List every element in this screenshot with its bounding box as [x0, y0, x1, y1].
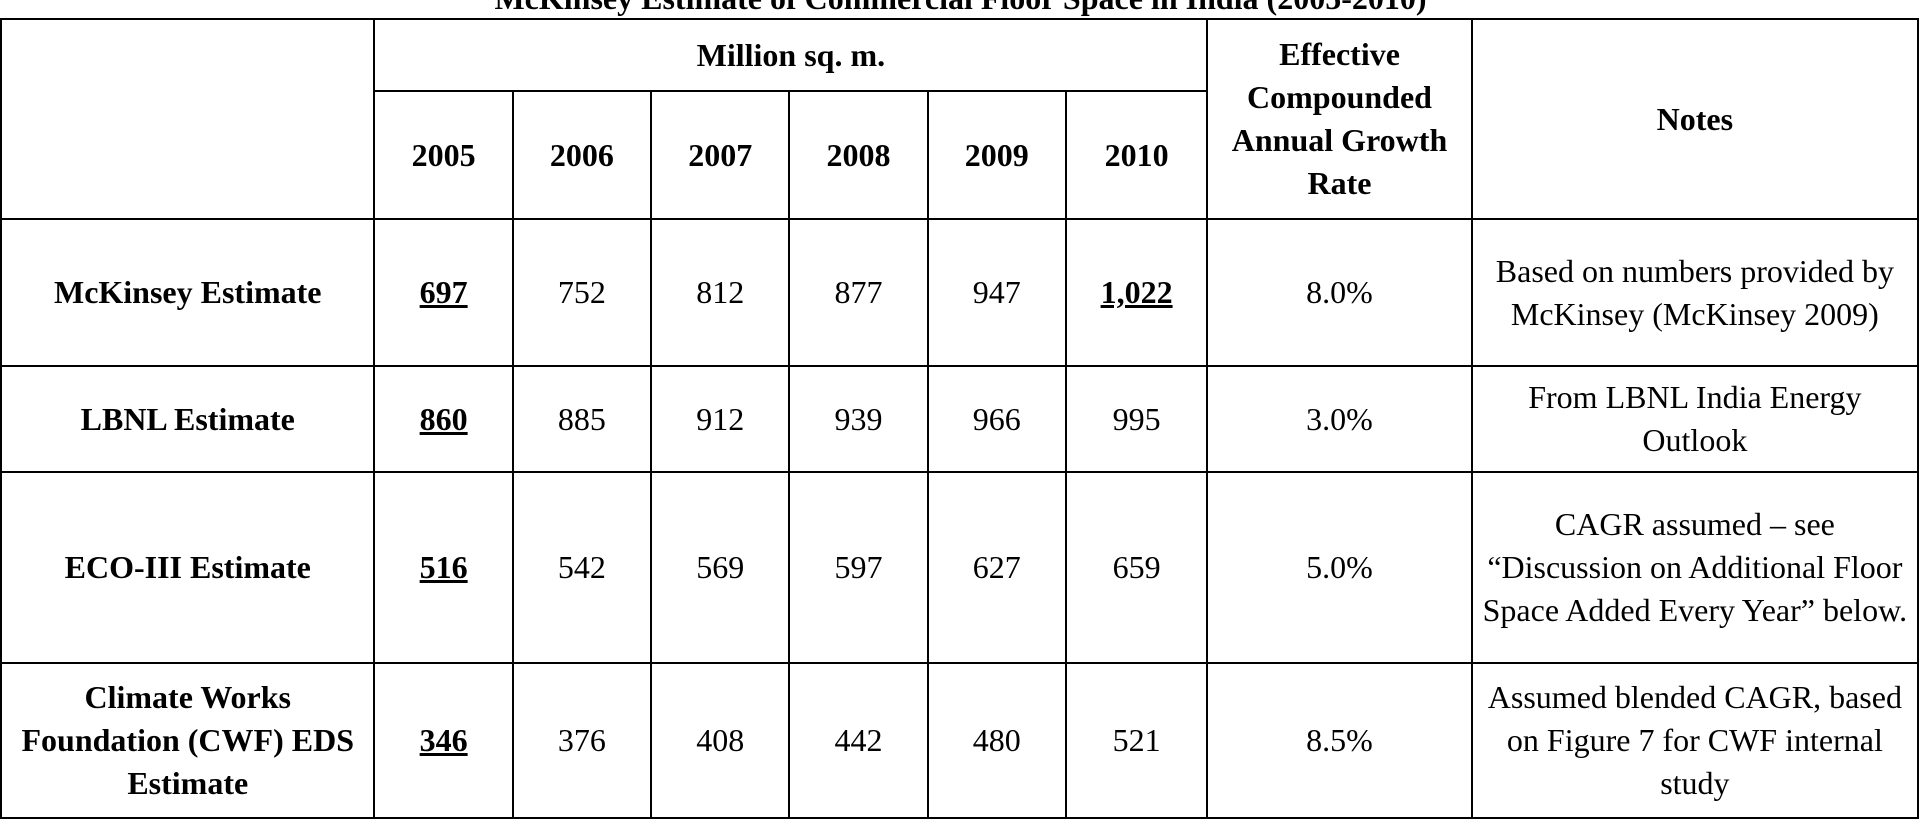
notes-cell: Based on numbers provided by McKinsey (M…	[1470, 218, 1920, 367]
value-cell: 569	[650, 471, 791, 664]
million-sqm-header: Million sq. m.	[373, 18, 1209, 92]
value-cell: 346	[373, 662, 514, 819]
table-row-eco-iii: ECO-III Estimate 516 542 569 597 627 659…	[0, 471, 1920, 664]
notes-header: Notes	[1470, 18, 1920, 220]
notes-cell: Assumed blended CAGR, based on Figure 7 …	[1470, 662, 1920, 819]
value-cell: 939	[788, 365, 929, 473]
value-cell: 516	[373, 471, 514, 664]
notes-cell: From LBNL India Energy Outlook	[1470, 365, 1920, 473]
year-header-2010: 2010	[1064, 90, 1209, 220]
year-header-2006: 2006	[511, 90, 653, 220]
value-cell: 966	[926, 365, 1067, 473]
value-cell: 697	[373, 218, 514, 367]
cagr-cell: 8.0%	[1206, 218, 1473, 367]
notes-cell: CAGR assumed – see “Discussion on Additi…	[1470, 471, 1920, 664]
row-label: LBNL Estimate	[0, 365, 376, 473]
value-cell: 1,022	[1064, 218, 1209, 367]
value-cell: 480	[926, 662, 1067, 819]
value-cell: 812	[650, 218, 791, 367]
header-row-years: 2005 2006 2007 2008 2009 2010	[1, 90, 1918, 220]
table-row-mckinsey: McKinsey Estimate 697 752 812 877 947 1,…	[0, 218, 1920, 367]
value-cell: 542	[511, 471, 653, 664]
table-title: McKinsey Estimate of Commercial Floor Sp…	[0, 0, 1921, 18]
header-row-top: Million sq. m. Effective Compounded Annu…	[0, 18, 1920, 220]
cagr-cell: 3.0%	[1206, 365, 1473, 473]
value-cell: 912	[650, 365, 791, 473]
value-cell: 885	[511, 365, 653, 473]
value-cell: 995	[1064, 365, 1209, 473]
year-header-2005: 2005	[373, 90, 514, 220]
year-header-2007: 2007	[650, 90, 791, 220]
row-label: Climate Works Foundation (CWF) EDS Estim…	[0, 662, 376, 819]
value-cell: 627	[926, 471, 1067, 664]
table-row-cwf: Climate Works Foundation (CWF) EDS Estim…	[0, 662, 1920, 819]
table-row-lbnl: LBNL Estimate 860 885 912 939 966 995 3.…	[0, 365, 1920, 473]
year-header-2008: 2008	[788, 90, 929, 220]
year-header-2009: 2009	[926, 90, 1067, 220]
value-cell: 860	[373, 365, 514, 473]
value-cell: 442	[788, 662, 929, 819]
value-cell: 752	[511, 218, 653, 367]
value-cell: 597	[788, 471, 929, 664]
cagr-header: Effective Compounded Annual Growth Rate	[1206, 18, 1473, 220]
value-cell: 376	[511, 662, 653, 819]
row-label: McKinsey Estimate	[0, 218, 376, 367]
value-cell: 521	[1064, 662, 1209, 819]
cagr-cell: 8.5%	[1206, 662, 1473, 819]
value-cell: 408	[650, 662, 791, 819]
value-cell: 947	[926, 218, 1067, 367]
row-label: ECO-III Estimate	[0, 471, 376, 664]
value-cell: 877	[788, 218, 929, 367]
value-cell: 659	[1064, 471, 1209, 664]
corner-cell	[0, 18, 376, 220]
floor-space-table: Million sq. m. Effective Compounded Annu…	[0, 18, 1920, 819]
cagr-cell: 5.0%	[1206, 471, 1473, 664]
